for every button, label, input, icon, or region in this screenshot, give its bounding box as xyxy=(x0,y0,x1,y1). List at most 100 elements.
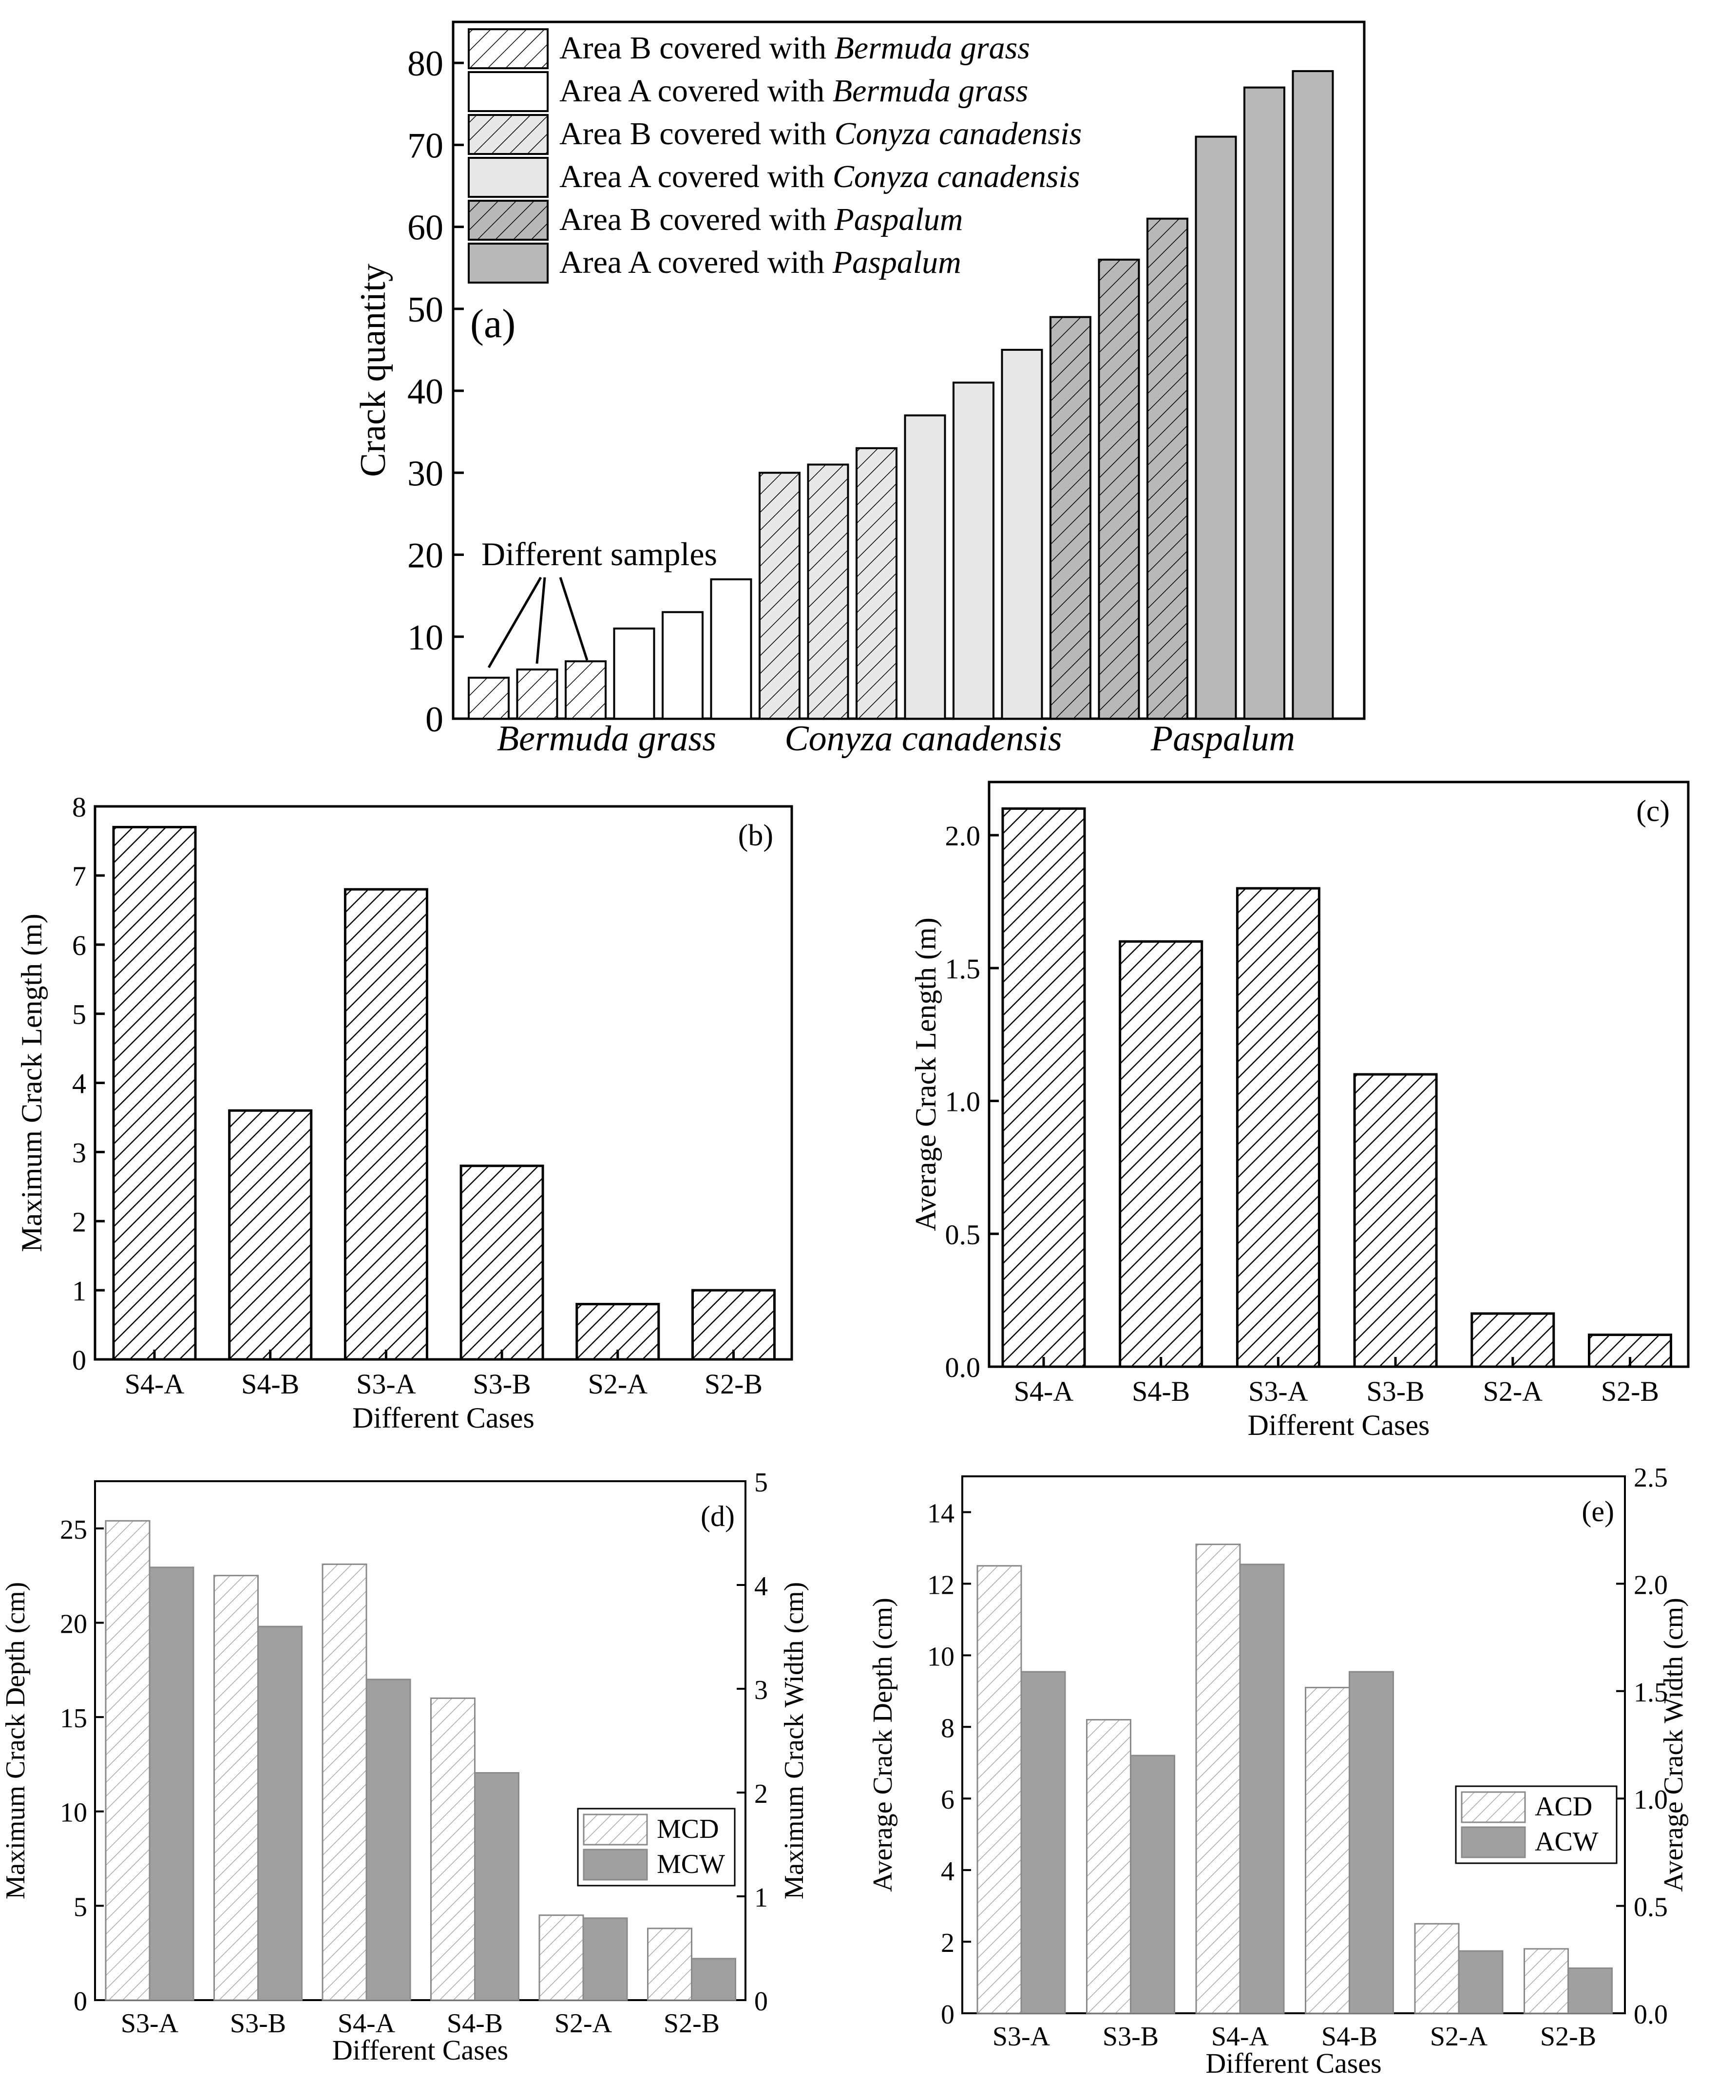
bar-acw xyxy=(1567,1967,1613,2014)
legend-swatch xyxy=(468,200,549,241)
y-tick-label: 50 xyxy=(407,290,443,330)
y-tick-label-right: 4 xyxy=(754,1571,768,1602)
panel-b: 0 1 2 3 4 5 6 7 8 S4-A S4-B S3-A S3-B S2-A S2-B Differe… xyxy=(16,791,793,1434)
bar-mcd xyxy=(538,1914,584,2001)
y-axis-label: Maximum Crack Length (m) xyxy=(16,914,48,1252)
bar-mcw xyxy=(257,1625,303,2001)
x-tick-label: S2-A xyxy=(554,2008,612,2039)
plot-frame-b xyxy=(94,805,793,1361)
bar-a xyxy=(565,660,607,720)
legend-swatch xyxy=(468,28,549,69)
y-tick-label-left: 5 xyxy=(74,1892,87,1922)
y-tick-label: 2.0 xyxy=(945,820,981,852)
x-tick-label: S3-B xyxy=(1366,1375,1424,1407)
panel-a: 0 10 20 30 40 50 60 70 80 Crack quantity Bermuda g… xyxy=(353,20,1366,759)
x-tick-label: S3-B xyxy=(230,2008,286,2039)
y-tick-label-right: 1 xyxy=(754,1883,768,1913)
bar-a xyxy=(1146,217,1188,720)
bar-a xyxy=(1195,135,1237,720)
x-tick-label: S2-B xyxy=(1540,2022,1596,2052)
bar-mcw xyxy=(149,1566,194,2001)
y-tick-label-left: 12 xyxy=(927,1570,954,1600)
y-tick-label: 0.5 xyxy=(945,1219,981,1250)
x-tick-label: S2-A xyxy=(1430,2022,1488,2052)
x-tick-label: S3-A xyxy=(121,2008,179,2039)
x-group-label: Bermuda grass xyxy=(497,719,716,759)
y-axis-label-left: Maximum Crack Depth (cm) xyxy=(0,1582,31,1900)
bar-b xyxy=(343,888,428,1361)
plot-frame-c xyxy=(988,781,1690,1368)
y-axis-label: Crack quantity xyxy=(353,264,393,477)
x-group-label: Conyza canadensis xyxy=(784,719,1062,759)
panel-d: 0 5 10 15 20 25 0 1 2 3 4 5 S3-A S3-B S4-A S4-B S2-A S2-B… xyxy=(0,1468,809,2066)
y-tick-label: 1.0 xyxy=(945,1086,981,1118)
x-axis-label: Different Cases xyxy=(1205,2047,1381,2079)
x-axis-label: Different Cases xyxy=(352,1402,534,1434)
bar-c xyxy=(1001,807,1086,1368)
y-tick-label-right: 3 xyxy=(754,1675,768,1705)
panel-tag: (b) xyxy=(738,819,773,852)
bar-c xyxy=(1353,1073,1438,1368)
bar-b xyxy=(228,1109,313,1361)
bar-b xyxy=(112,826,197,1361)
x-tick-label: S2-B xyxy=(664,2008,720,2039)
legend-label: ACW xyxy=(1535,1827,1599,1857)
bar-a xyxy=(759,472,801,720)
y-tick-label-right: 0.0 xyxy=(1634,2000,1668,2030)
legend-label: Area A covered with Conyza canadensis xyxy=(559,159,1080,194)
bar-acd xyxy=(1524,1948,1569,2014)
y-axis-label-right: Maximum Crack Width (cm) xyxy=(779,1582,809,1899)
x-tick-label: S2-A xyxy=(588,1368,648,1400)
y-axis-label-left: Average Crack Depth (cm) xyxy=(868,1598,898,1892)
y-tick-label: 40 xyxy=(407,372,443,412)
y-tick-label-left: 25 xyxy=(60,1515,87,1545)
panel-tag: (c) xyxy=(1636,795,1670,828)
x-tick-label: S4-B xyxy=(1321,2022,1377,2052)
bar-acd xyxy=(1195,1544,1241,2014)
y-tick-label-right: 2 xyxy=(754,1779,768,1809)
bar-mcd xyxy=(647,1928,692,2001)
y-tick-label-right: 2.0 xyxy=(1634,1570,1668,1600)
x-tick-label: S3-A xyxy=(992,2022,1050,2052)
y-tick-label-right: 5 xyxy=(754,1468,768,1498)
legend-swatch xyxy=(1461,1791,1526,1823)
legend-label: ACD xyxy=(1535,1792,1592,1822)
y-tick-label-left: 10 xyxy=(60,1798,87,1828)
bar-a xyxy=(468,676,510,720)
y-tick-label: 1 xyxy=(72,1275,86,1307)
bar-a xyxy=(1098,258,1140,720)
legend-swatch xyxy=(583,1814,648,1846)
y-tick-label: 5 xyxy=(72,999,86,1031)
x-axis-label: Different Cases xyxy=(1248,1409,1430,1441)
x-tick-label: S4-B xyxy=(1132,1375,1190,1407)
x-tick-label: S3-B xyxy=(1103,2022,1159,2052)
x-tick-label: S3-B xyxy=(473,1368,531,1400)
y-tick-label-right: 1.5 xyxy=(1634,1678,1668,1708)
bar-mcd xyxy=(213,1575,259,2001)
y-tick-label-left: 0 xyxy=(941,2000,954,2030)
y-tick-label-left: 6 xyxy=(941,1785,954,1815)
bar-a xyxy=(1001,348,1043,720)
legend-swatch xyxy=(468,157,549,198)
bar-a xyxy=(516,668,558,720)
panel-e: 0 2 4 6 8 10 12 14 0.0 0.5 1.0 1.5 2.0 2.5 S3-A S3-B S4-… xyxy=(868,1463,1689,2079)
bar-a xyxy=(1292,70,1334,720)
bar-acd xyxy=(976,1565,1022,2014)
legend-swatch xyxy=(468,71,549,112)
x-tick-label: S3-A xyxy=(356,1368,416,1400)
bar-acw xyxy=(1458,1950,1504,2014)
y-tick-label: 60 xyxy=(407,208,443,248)
legend-label: MCW xyxy=(657,1849,725,1879)
y-tick-label: 0 xyxy=(72,1344,86,1376)
bar-mcw xyxy=(691,1958,736,2001)
x-tick-label: S2-A xyxy=(1483,1375,1543,1407)
x-tick-label: S4-A xyxy=(125,1368,185,1400)
y-tick-label: 0.0 xyxy=(945,1352,981,1383)
y-tick-label: 30 xyxy=(407,454,443,494)
panel-c: 0.0 0.5 1.0 1.5 2.0 S4-A S4-B S3-A S3-B S2-A S2-B D… xyxy=(910,781,1690,1441)
bar-a xyxy=(1243,86,1285,720)
y-tick-label-left: 4 xyxy=(941,1856,954,1887)
panel-tag: (d) xyxy=(701,1500,735,1532)
legend-label: Area A covered with Paspalum xyxy=(559,245,961,280)
legend-label: Area B covered with Conyza canadensis xyxy=(559,116,1082,152)
